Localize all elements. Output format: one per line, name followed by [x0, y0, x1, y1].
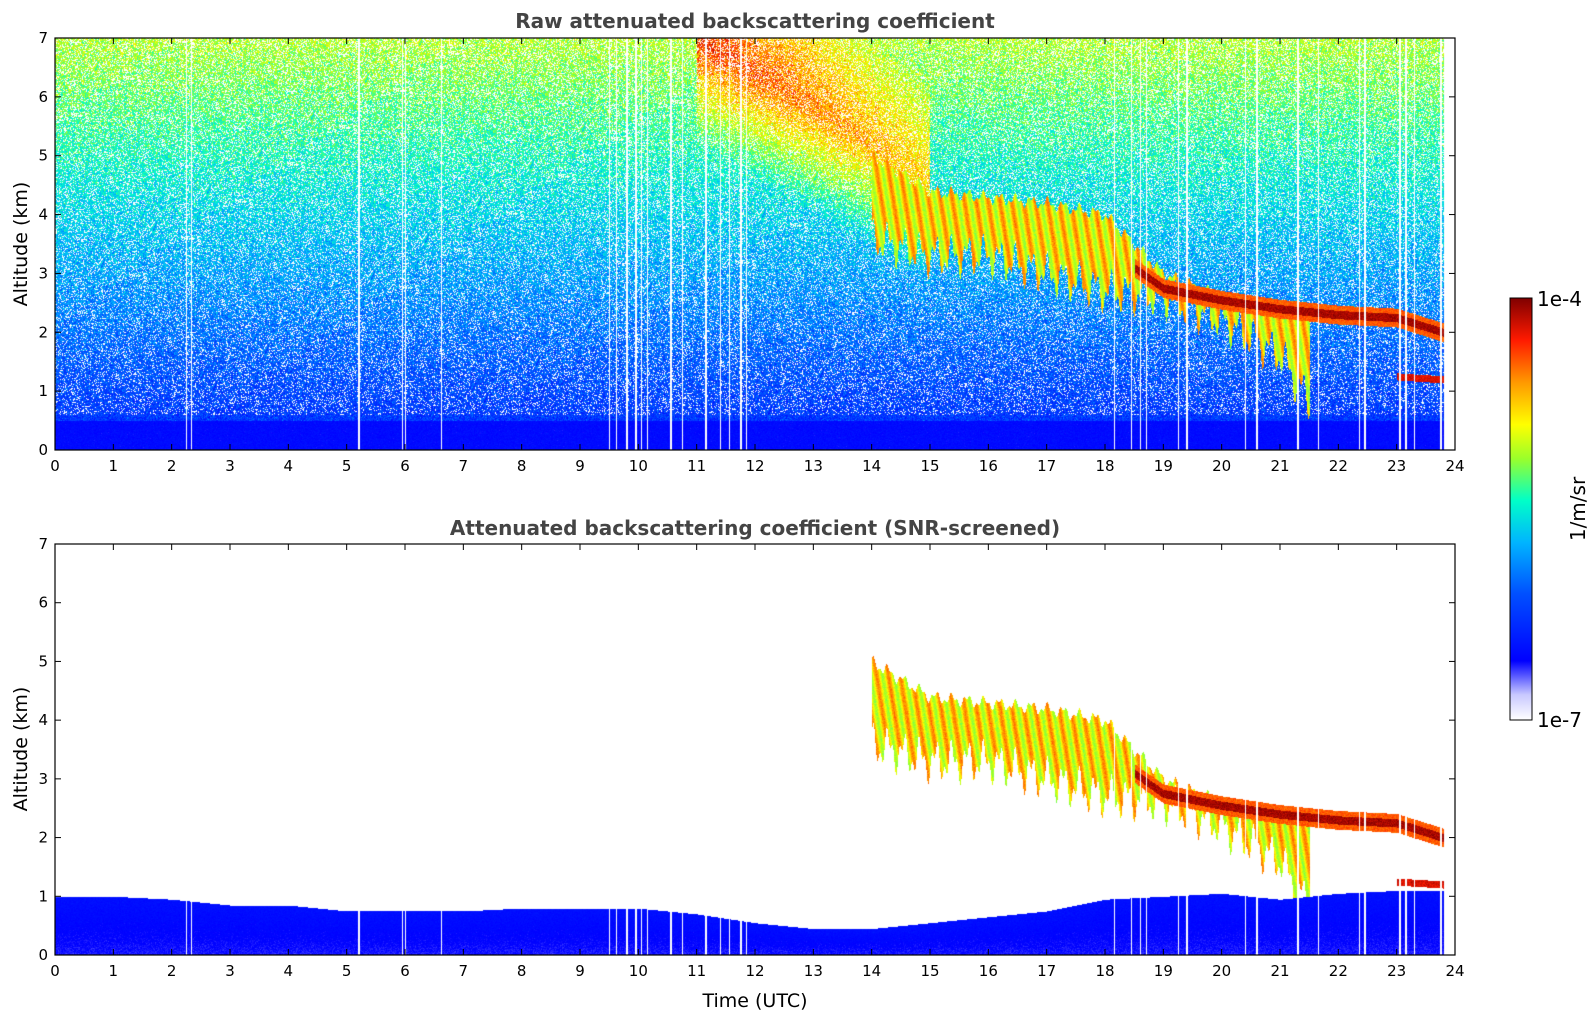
raw-xtick-label: 10 — [629, 457, 648, 475]
raw-ytick-label: 4 — [38, 206, 48, 224]
raw-xtick-label: 15 — [920, 457, 939, 475]
screened-xtick-label: 14 — [862, 962, 881, 980]
screened-xtick-label: 18 — [1095, 962, 1114, 980]
screened-xtick-label: 15 — [920, 962, 939, 980]
screened-xtick-label: 5 — [342, 962, 352, 980]
colorbar-gradient — [1509, 297, 1533, 721]
raw-xtick-label: 20 — [1212, 457, 1231, 475]
raw-ytick-label: 6 — [38, 88, 48, 106]
raw-xtick-label: 16 — [979, 457, 998, 475]
raw-ytick-label: 1 — [38, 382, 48, 400]
xlabel: Time (UTC) — [701, 990, 807, 1012]
colorbar-unit-label: 1/m/sr — [1566, 476, 1590, 541]
raw-xtick-label: 9 — [575, 457, 585, 475]
screened-ytick-label: 4 — [38, 711, 48, 729]
raw-xtick-label: 4 — [284, 457, 294, 475]
raw-xtick-label: 24 — [1445, 457, 1464, 475]
screened-xtick-label: 4 — [284, 962, 294, 980]
raw-xtick-label: 8 — [517, 457, 527, 475]
raw-xtick-label: 12 — [745, 457, 764, 475]
screened-ytick-label: 7 — [38, 535, 48, 553]
raw-xtick-label: 7 — [459, 457, 469, 475]
screened-xtick-label: 11 — [687, 962, 706, 980]
raw-xtick-label: 3 — [225, 457, 235, 475]
raw-ytick-label: 3 — [38, 264, 48, 282]
raw-xtick-label: 22 — [1329, 457, 1348, 475]
screened-xtick-label: 6 — [400, 962, 410, 980]
screened-xtick-label: 21 — [1270, 962, 1289, 980]
screened-xtick-label: 8 — [517, 962, 527, 980]
screened-xtick-label: 7 — [459, 962, 469, 980]
raw-ytick-label: 0 — [38, 441, 48, 459]
screened-ytick-label: 5 — [38, 652, 48, 670]
raw-xtick-label: 14 — [862, 457, 881, 475]
raw-xtick-label: 23 — [1387, 457, 1406, 475]
screened-ylabel: Altitude (km) — [10, 687, 32, 812]
colorbar-max-label: 1e-4 — [1537, 287, 1582, 311]
raw-xtick-label: 17 — [1037, 457, 1056, 475]
raw-backscatter-panel: Raw attenuated backscattering coefficien… — [10, 9, 1465, 475]
screened-xtick-label: 10 — [629, 962, 648, 980]
screened-xtick-label: 13 — [804, 962, 823, 980]
screened-xtick-label: 3 — [225, 962, 235, 980]
raw-xtick-label: 18 — [1095, 457, 1114, 475]
screened-xtick-label: 12 — [745, 962, 764, 980]
raw-xtick-label: 1 — [109, 457, 119, 475]
raw-heatmap — [55, 38, 1455, 450]
raw-xtick-label: 5 — [342, 457, 352, 475]
screened-xtick-label: 20 — [1212, 962, 1231, 980]
screened-backscatter-panel: Attenuated backscattering coefficient (S… — [10, 516, 1465, 1012]
raw-xtick-label: 2 — [167, 457, 177, 475]
screened-xtick-label: 2 — [167, 962, 177, 980]
screened-xtick-label: 1 — [109, 962, 119, 980]
screened-heatmap — [55, 544, 1455, 955]
screened-ytick-label: 6 — [38, 594, 48, 612]
screened-xtick-label: 17 — [1037, 962, 1056, 980]
screened-xtick-label: 23 — [1387, 962, 1406, 980]
raw-panel-title: Raw attenuated backscattering coefficien… — [515, 9, 995, 33]
raw-xtick-label: 13 — [804, 457, 823, 475]
screened-xtick-label: 19 — [1154, 962, 1173, 980]
raw-xtick-label: 19 — [1154, 457, 1173, 475]
colorbar-min-label: 1e-7 — [1537, 708, 1582, 732]
screened-ytick-label: 3 — [38, 770, 48, 788]
raw-ytick-label: 5 — [38, 147, 48, 165]
screened-xtick-label: 0 — [50, 962, 60, 980]
screened-panel-title: Attenuated backscattering coefficient (S… — [450, 516, 1060, 540]
raw-ylabel: Altitude (km) — [10, 182, 32, 307]
screened-xtick-label: 24 — [1445, 962, 1464, 980]
raw-xtick-label: 21 — [1270, 457, 1289, 475]
screened-xtick-label: 16 — [979, 962, 998, 980]
screened-xtick-label: 22 — [1329, 962, 1348, 980]
raw-xtick-label: 11 — [687, 457, 706, 475]
screened-ytick-label: 1 — [38, 887, 48, 905]
colorbar: 1e-4 1e-7 1/m/sr — [1509, 287, 1590, 732]
raw-xtick-label: 0 — [50, 457, 60, 475]
screened-ytick-label: 2 — [38, 829, 48, 847]
raw-xtick-label: 6 — [400, 457, 410, 475]
screened-xtick-label: 9 — [575, 962, 585, 980]
screened-ytick-label: 0 — [38, 946, 48, 964]
raw-ytick-label: 2 — [38, 323, 48, 341]
raw-ytick-label: 7 — [38, 29, 48, 47]
